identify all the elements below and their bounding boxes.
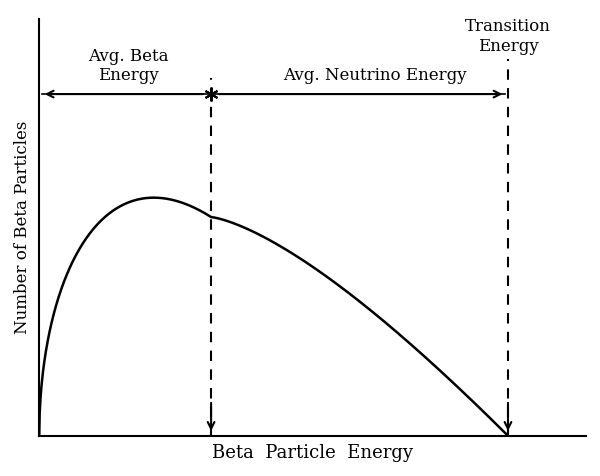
Y-axis label: Number of Beta Particles: Number of Beta Particles [14,121,31,334]
Text: Transition
Energy: Transition Energy [465,18,551,55]
Text: Avg. Neutrino Energy: Avg. Neutrino Energy [283,67,467,84]
Text: Avg. Beta
Energy: Avg. Beta Energy [88,48,169,84]
X-axis label: Beta  Particle  Energy: Beta Particle Energy [212,444,413,462]
